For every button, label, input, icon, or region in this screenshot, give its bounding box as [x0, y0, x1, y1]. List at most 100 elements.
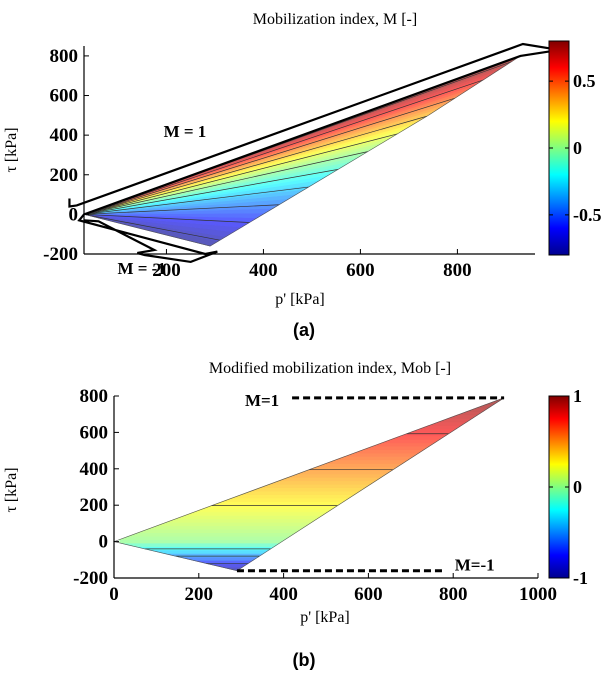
chart-a-boundary — [68, 42, 560, 264]
chart-b-y-tick-label: 800 — [80, 386, 109, 407]
chart-b-band — [156, 522, 313, 527]
chart-a-contour-line — [83, 115, 427, 215]
chart-a-x-tick-label: 800 — [443, 260, 472, 281]
chart-b-xlabel: p' [kPa] — [300, 609, 350, 626]
chart-a-y-ticks: -200 0 200 400 600 800 — [43, 46, 89, 265]
chart-a-x-tick-label: 600 — [346, 260, 375, 281]
chart-b-band — [278, 477, 383, 482]
chart-b-band — [241, 490, 361, 495]
chart-a: Mobilization index, M [-] -200 0 200 400 600… — [3, 11, 602, 340]
chart-b-title: Modified mobilization index, Mob [-] — [209, 360, 451, 377]
chart-b-annotation-m-1: M=-1 — [455, 556, 495, 575]
chart-a-y-tick-label: 200 — [50, 165, 79, 186]
chart-b-x-tick-label: 600 — [354, 584, 383, 605]
chart-b-band — [120, 542, 281, 547]
chart-a-y-tick-label: 400 — [50, 125, 79, 146]
chart-a-contour-line — [83, 214, 250, 223]
chart-b-band — [428, 421, 468, 426]
chart-a-colorbar-ticks: 0.5 0 -0.5 — [549, 71, 602, 225]
chart-a-contour-line — [83, 151, 368, 215]
chart-a-y-tick-label: 0 — [69, 204, 79, 225]
chart-b-y-tick-label: 0 — [99, 532, 109, 553]
chart-b-annotation-m1: M=1 — [245, 391, 279, 410]
chart-b-y-tick-label: -200 — [73, 568, 108, 589]
chart-a-axes — [83, 46, 535, 255]
chart-a-ylabel: τ [kPa] — [3, 127, 20, 172]
chart-a-contour-line — [83, 204, 280, 215]
chart-a-colorbar-tick-label: 0 — [573, 138, 582, 158]
chart-a-annotation-m1: M = 1 — [164, 122, 207, 141]
chart-b-band — [222, 497, 351, 502]
chart-b-colorbar-tick-label: 0 — [573, 477, 582, 497]
chart-b-x-tick-label: 200 — [185, 584, 214, 605]
chart-a-title: Mobilization index, M [-] — [253, 11, 417, 28]
chart-b-band — [138, 528, 303, 533]
chart-a-colorbar-tick-label: -0.5 — [573, 205, 602, 225]
chart-b-band — [194, 508, 335, 513]
chart-b-y-tick-label: 200 — [80, 495, 109, 516]
chart-b-band — [134, 546, 276, 551]
chart-a-contour-line — [83, 214, 221, 241]
chart-b-regions — [119, 397, 505, 572]
chart-b-region-outline — [112, 397, 505, 572]
chart-b-band — [149, 549, 271, 554]
chart-a-xlabel: p' [kPa] — [275, 291, 325, 308]
chart-b-band — [260, 483, 372, 489]
chart-b-y-tick-label: 600 — [80, 422, 109, 443]
chart-a-contour-line — [83, 169, 339, 215]
chart-a-contour-line — [83, 133, 398, 215]
chart-a-panel-label: (a) — [293, 320, 315, 340]
chart-a-y-tick-label: -200 — [43, 244, 78, 265]
chart-a-x-tick-label: 200 — [152, 260, 181, 281]
chart-b-band — [316, 463, 404, 468]
chart-b-band — [353, 449, 425, 454]
chart-b-band — [213, 501, 345, 506]
chart-b-colorbar-ticks: 1 0 -1 — [549, 386, 588, 588]
chart-b-band — [344, 452, 420, 457]
chart-b-band — [250, 487, 367, 492]
chart-b-band — [184, 511, 329, 516]
chart-a-y-tick-label: 800 — [50, 46, 79, 67]
chart-b-band — [466, 407, 490, 412]
chart-b-x-tick-label: 800 — [439, 584, 468, 605]
chart-b-ylabel: τ [kPa] — [3, 467, 20, 512]
chart-b-panel-label: (b) — [293, 650, 316, 670]
chart-b-band — [128, 532, 297, 537]
chart-b-band — [231, 494, 356, 499]
chart-b-x-tick-label: 400 — [269, 584, 298, 605]
chart-b: Modified mobilization index, Mob [-] -20… — [3, 360, 588, 670]
chart-b-band — [297, 470, 393, 475]
chart-b-y-ticks: -200 0 200 400 600 800 — [73, 386, 119, 589]
chart-b-colorbar: 1 0 -1 — [548, 386, 588, 588]
chart-b-colorbar-tick-label: -1 — [573, 568, 588, 588]
chart-b-colorbar-tick-label: 1 — [573, 386, 582, 406]
chart-b-band — [175, 515, 324, 520]
chart-a-contour-line — [83, 79, 484, 215]
chart-a-x-tick-label: 400 — [249, 260, 278, 281]
chart-a-y-tick-label: 600 — [50, 86, 79, 107]
chart-b-axes — [113, 396, 538, 579]
chart-b-band — [166, 518, 319, 523]
chart-b-x-tick-label: 0 — [109, 584, 119, 605]
chart-b-band — [269, 480, 377, 485]
chart-b-contours — [112, 397, 505, 572]
chart-b-band — [372, 442, 436, 447]
chart-a-annotation-m-1: M = -1 — [117, 259, 165, 278]
chart-a-contour-line — [83, 186, 309, 215]
chart-b-band — [363, 445, 431, 450]
chart-b-band — [410, 428, 458, 433]
chart-b-x-tick-label: 1000 — [519, 584, 557, 605]
chart-a-colorbar: 0.5 0 -0.5 — [548, 40, 602, 256]
chart-b-band — [288, 473, 388, 478]
chart-a-boundary-line — [68, 42, 560, 264]
chart-b-band — [119, 535, 292, 540]
chart-b-band — [325, 459, 409, 464]
chart-a-x-ticks: 200 400 600 800 — [152, 249, 472, 281]
chart-b-band — [419, 425, 463, 430]
chart-b-x-ticks: 0 200 400 600 800 1000 — [109, 573, 557, 605]
chart-a-colorbar-tick-label: 0.5 — [573, 71, 596, 91]
chart-b-annotations: M=1 M=-1 — [236, 391, 505, 575]
chart-b-band — [147, 525, 308, 530]
chart-b-band — [207, 563, 249, 568]
